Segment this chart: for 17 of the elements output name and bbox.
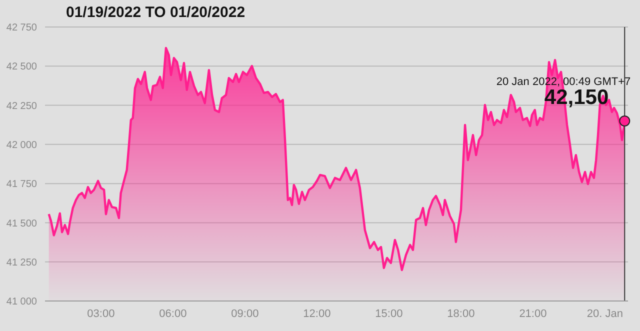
chart-title: 01/19/2022 TO 01/20/2022: [66, 4, 246, 21]
x-tick-label: 09:00: [231, 308, 259, 320]
y-tick-label: 42 750: [6, 22, 38, 34]
x-tick-label: 21:00: [519, 308, 547, 320]
y-tick-label: 41 250: [6, 257, 38, 268]
y-tick-label: 42 500: [6, 62, 38, 73]
x-tick-label: 18:00: [447, 308, 475, 320]
x-tick-label: 06:00: [159, 308, 187, 320]
y-tick-label: 41 500: [6, 218, 38, 230]
x-tick-label: 03:00: [87, 308, 115, 320]
y-tick-label: 42 000: [6, 140, 38, 151]
y-tick-label: 42 250: [6, 100, 38, 112]
x-tick-label: 15:00: [375, 308, 403, 320]
x-tick-label: 20. Jan: [586, 308, 624, 320]
y-tick-label: 41 000: [6, 296, 38, 308]
y-tick-label: 41 750: [6, 179, 38, 190]
x-tick-label: 12:00: [303, 308, 331, 320]
